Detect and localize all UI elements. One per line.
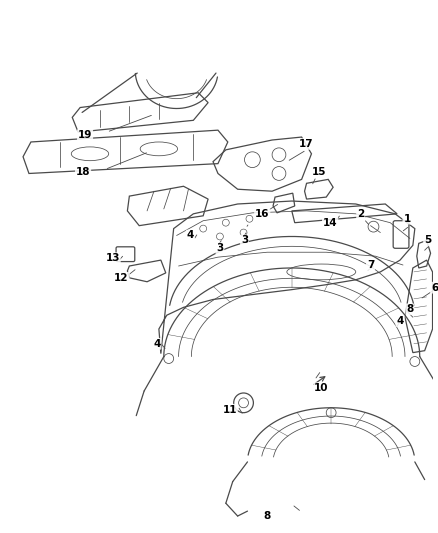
Text: 10: 10 <box>314 383 328 393</box>
Text: 3: 3 <box>241 236 248 245</box>
Text: 7: 7 <box>367 260 374 270</box>
Text: 18: 18 <box>76 166 90 176</box>
Text: 3: 3 <box>216 243 223 253</box>
Text: 4: 4 <box>187 230 194 240</box>
Text: 16: 16 <box>255 209 269 219</box>
Text: 15: 15 <box>312 166 327 176</box>
Text: 19: 19 <box>78 130 92 140</box>
Text: 5: 5 <box>424 236 431 245</box>
Text: 4: 4 <box>153 339 161 349</box>
Text: 8: 8 <box>406 304 413 314</box>
Text: 4: 4 <box>396 316 404 326</box>
Text: 1: 1 <box>403 214 410 224</box>
Text: 14: 14 <box>323 217 338 228</box>
Text: 2: 2 <box>357 209 364 219</box>
Text: 6: 6 <box>431 282 438 293</box>
Text: 8: 8 <box>264 511 271 521</box>
Text: 13: 13 <box>106 253 120 263</box>
Text: 11: 11 <box>223 405 237 415</box>
Text: 17: 17 <box>299 139 314 149</box>
Text: 12: 12 <box>114 273 129 283</box>
